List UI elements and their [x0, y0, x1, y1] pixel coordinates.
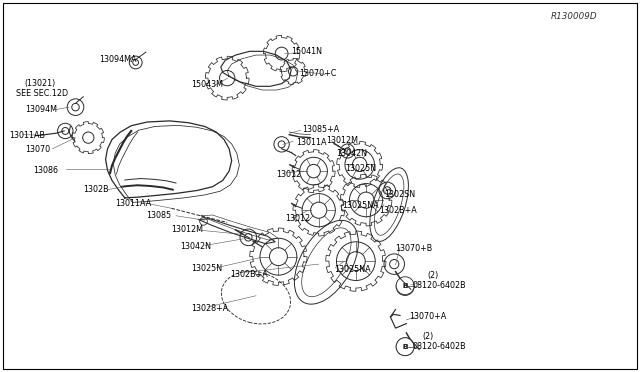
Text: 13070+A: 13070+A	[410, 312, 447, 321]
Text: (2): (2)	[428, 271, 439, 280]
Text: 13025N: 13025N	[346, 164, 377, 173]
Text: 13011AB: 13011AB	[9, 131, 45, 140]
Text: 13094MA: 13094MA	[99, 55, 137, 64]
Text: 13086: 13086	[33, 166, 58, 175]
Circle shape	[396, 277, 414, 295]
Text: 13085: 13085	[146, 211, 171, 220]
Text: 08120-6402B: 08120-6402B	[413, 342, 467, 351]
Text: B: B	[403, 344, 408, 350]
Circle shape	[396, 338, 414, 356]
Text: 13011A: 13011A	[296, 138, 326, 147]
Text: 13011AA: 13011AA	[115, 199, 152, 208]
Text: 13025N: 13025N	[191, 264, 222, 273]
Text: (13021): (13021)	[24, 79, 56, 88]
Text: 1302B+A: 1302B+A	[379, 206, 417, 215]
Text: SEE SEC.12D: SEE SEC.12D	[16, 89, 68, 98]
Text: 08120-6402B: 08120-6402B	[413, 281, 467, 290]
Text: 13042N: 13042N	[337, 149, 367, 158]
Text: B: B	[403, 283, 408, 289]
Text: (2): (2)	[422, 332, 434, 341]
Text: 13028+A: 13028+A	[191, 304, 228, 312]
Text: 13094M: 13094M	[26, 105, 58, 114]
Text: 13025NA: 13025NA	[342, 201, 378, 210]
Text: R130009D: R130009D	[550, 12, 597, 21]
Text: 1302SN: 1302SN	[384, 190, 415, 199]
Text: 13070+C: 13070+C	[300, 69, 337, 78]
Text: 13012: 13012	[276, 170, 301, 179]
Text: B: B	[403, 344, 408, 350]
Text: 13070+B: 13070+B	[396, 244, 433, 253]
Text: 13025NA: 13025NA	[334, 265, 371, 274]
Text: 13012: 13012	[285, 214, 310, 223]
Text: B: B	[403, 283, 408, 289]
Text: 1302B+A: 1302B+A	[230, 270, 268, 279]
Text: 15043M: 15043M	[191, 80, 223, 89]
Text: 1302B: 1302B	[83, 185, 109, 194]
Text: 13012M: 13012M	[326, 136, 358, 145]
Text: 13085+A: 13085+A	[302, 125, 339, 134]
Text: 15041N: 15041N	[291, 47, 322, 56]
Text: 13012M: 13012M	[172, 225, 204, 234]
Text: 13042N: 13042N	[180, 242, 211, 251]
Text: 13070: 13070	[26, 145, 51, 154]
